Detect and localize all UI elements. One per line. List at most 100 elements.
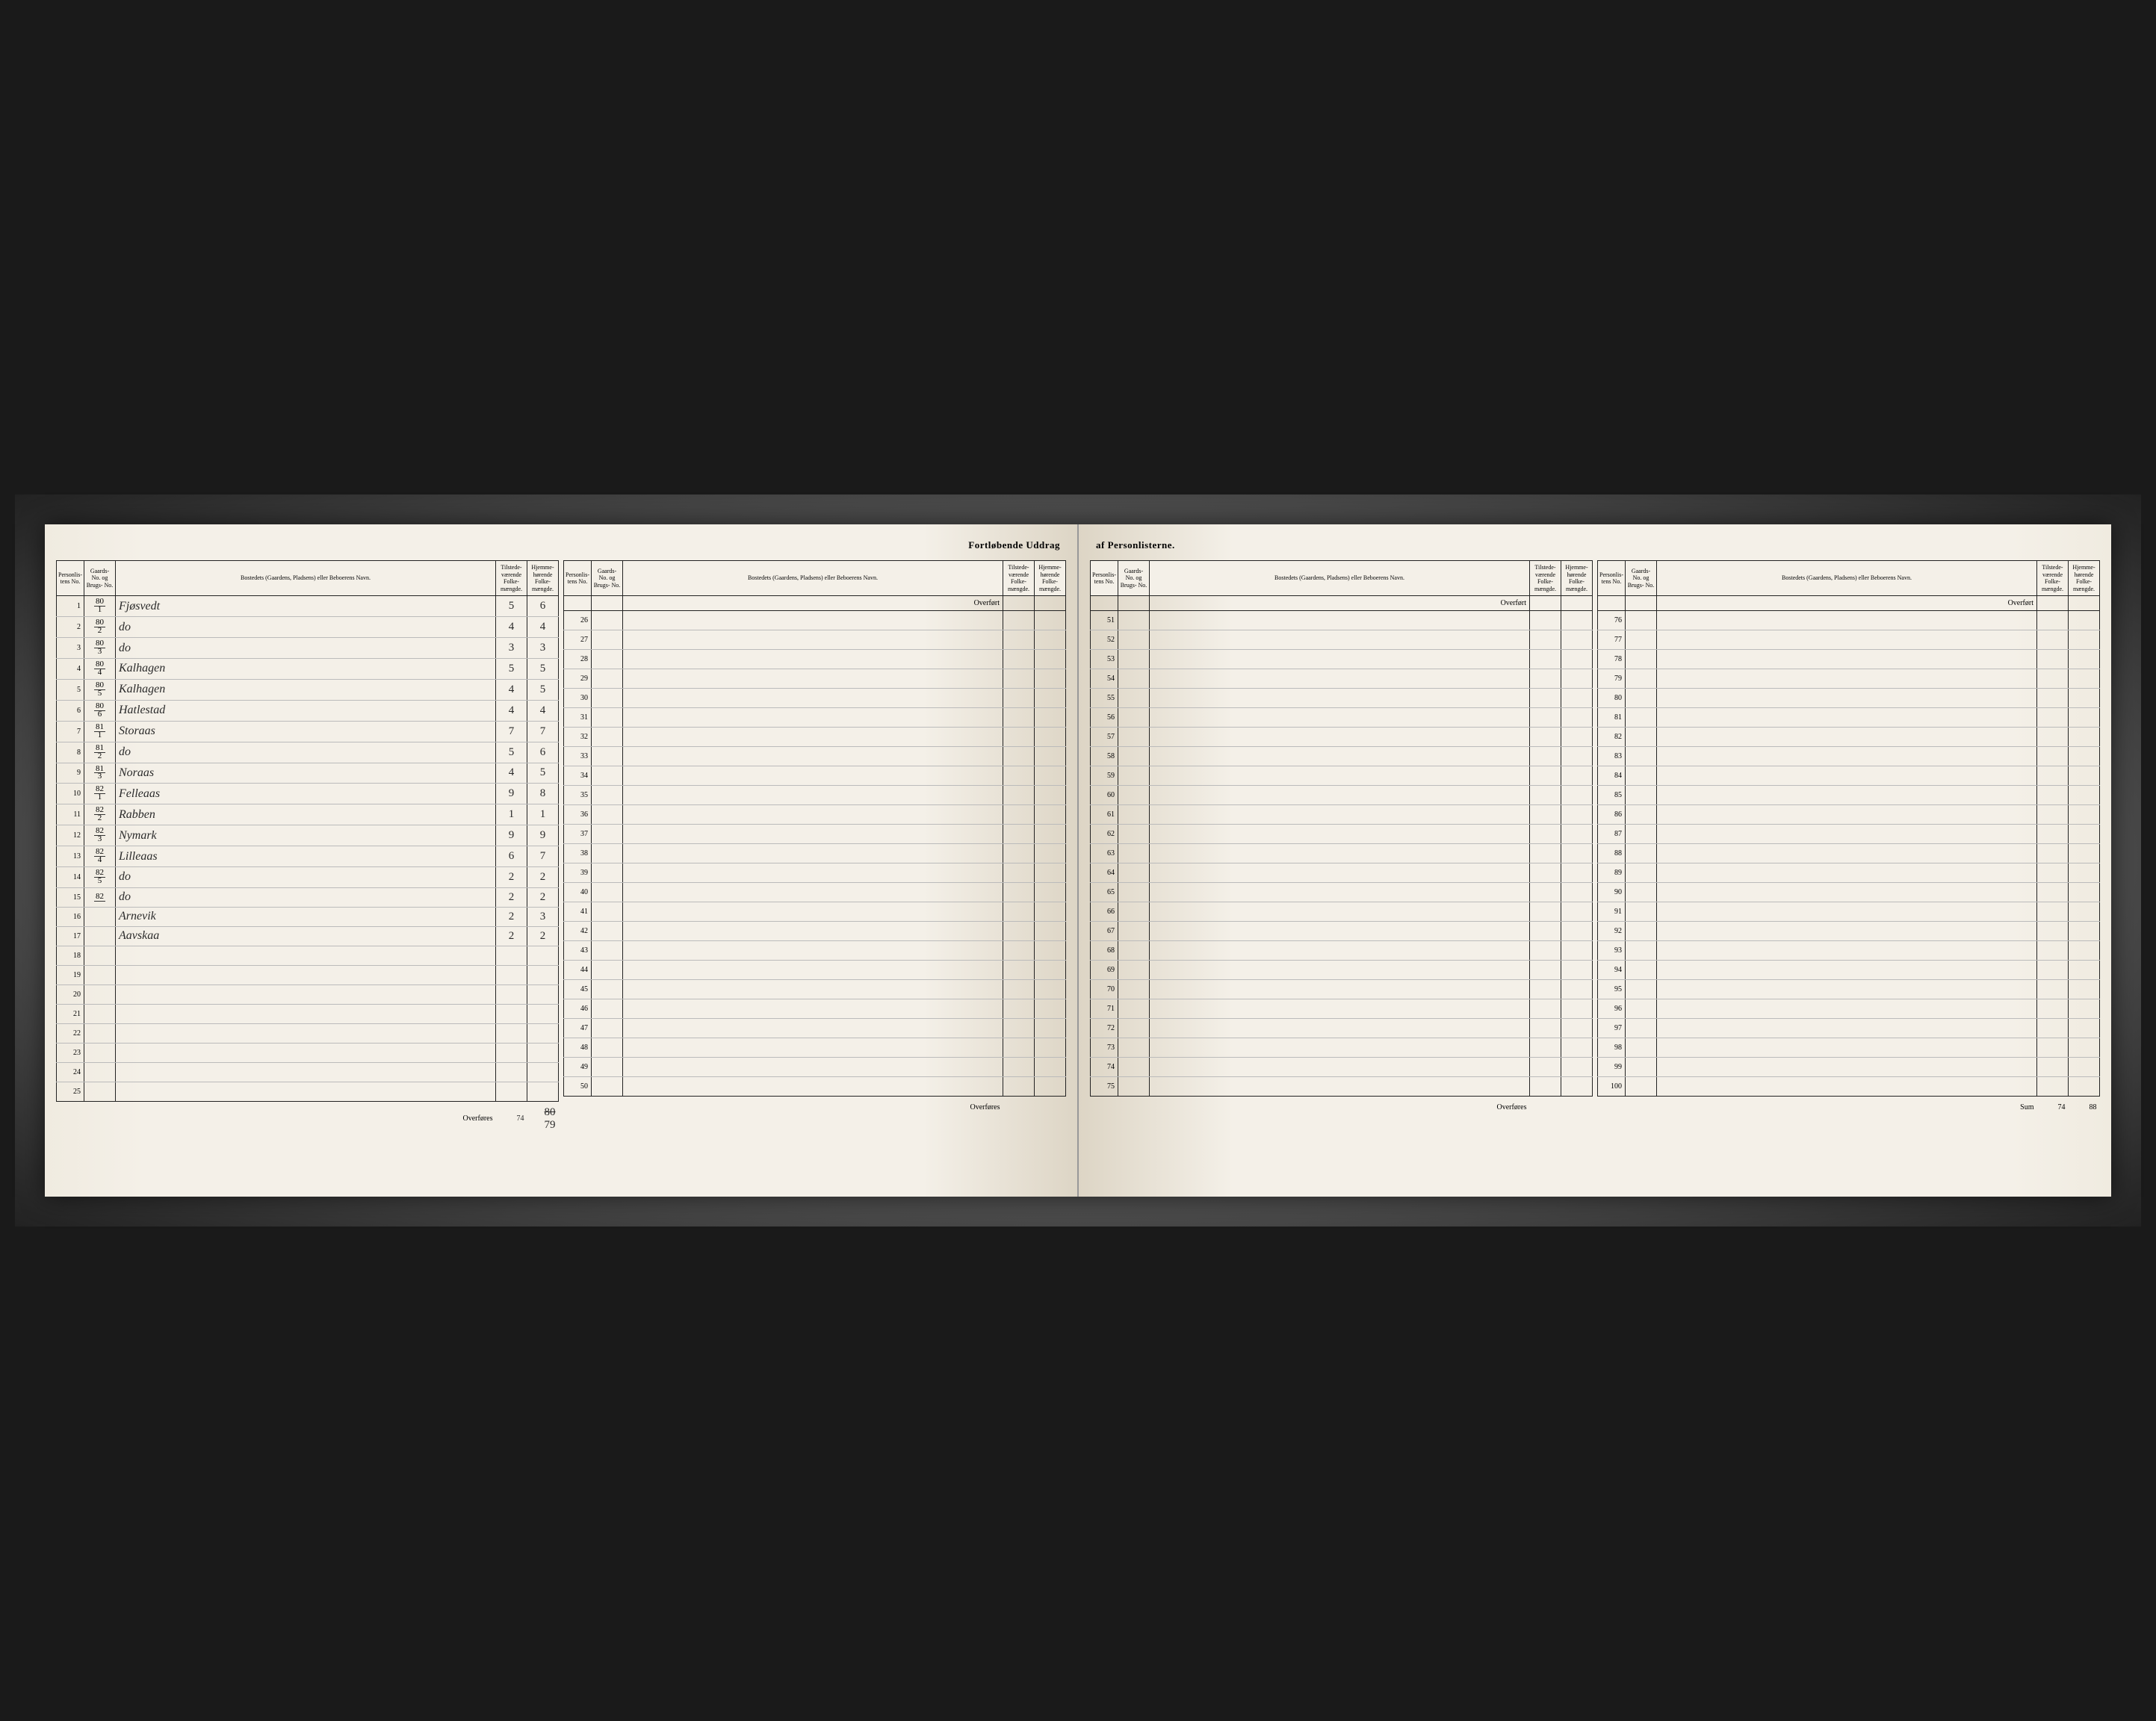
- gaards-no: [592, 1019, 623, 1038]
- ledger-table-c: Personlis- tens No. Gaards- No. og Brugs…: [1090, 560, 1593, 1116]
- tilstede: [1003, 1058, 1035, 1077]
- row-no: 15: [57, 887, 84, 907]
- row-no: 31: [564, 708, 592, 728]
- row-no: 100: [1598, 1077, 1626, 1097]
- bosted-name: [1150, 786, 1530, 805]
- gaards-no: [1626, 1077, 1657, 1097]
- tilstede: [2037, 863, 2069, 883]
- bosted-name: Aavskaa: [116, 926, 496, 946]
- tilstede: [1003, 786, 1035, 805]
- row-no: 48: [564, 1038, 592, 1058]
- page-title-left: Fortløbende Uddrag: [56, 539, 1066, 551]
- row-no: 62: [1091, 825, 1118, 844]
- row-no: 12: [57, 825, 84, 846]
- gaards-no: 823: [84, 825, 116, 846]
- overfores-label: Overføres: [564, 1097, 1003, 1116]
- table-row: 40: [564, 883, 1066, 902]
- bosted-name: [1150, 999, 1530, 1019]
- table-row: 25: [57, 1082, 559, 1101]
- hjemme: [2069, 883, 2100, 902]
- row-no: 36: [564, 805, 592, 825]
- bosted-name: [116, 946, 496, 965]
- row-no: 64: [1091, 863, 1118, 883]
- tilstede: [1003, 728, 1035, 747]
- gaards-no: [1626, 669, 1657, 689]
- gaards-no: [592, 1077, 623, 1097]
- hjemme: 2: [527, 866, 559, 887]
- table-row: 95: [1598, 980, 2100, 999]
- row-no: 65: [1091, 883, 1118, 902]
- hdr-bosted: Bostedets (Gaardens, Pladsens) eller Beb…: [116, 561, 496, 596]
- tilstede: [496, 946, 527, 965]
- table-row: 57: [1091, 728, 1593, 747]
- hjemme: 3: [527, 907, 559, 926]
- hjemme: [1035, 747, 1066, 766]
- bosted-name: [116, 1062, 496, 1082]
- gaards-no: [1118, 902, 1150, 922]
- table-row: 34: [564, 766, 1066, 786]
- hjemme: [1561, 708, 1593, 728]
- tilstede: 5: [496, 596, 527, 617]
- tilstede: [1003, 766, 1035, 786]
- tilstede: [1003, 630, 1035, 650]
- row-no: 4: [57, 659, 84, 680]
- gaards-no: 813: [84, 763, 116, 784]
- table-row: 86: [1598, 805, 2100, 825]
- hjemme: [2069, 766, 2100, 786]
- tilstede: [2037, 1058, 2069, 1077]
- table-row: 32: [564, 728, 1066, 747]
- hjemme: [527, 1023, 559, 1043]
- hjemme: 2: [527, 926, 559, 946]
- gaards-no: [1626, 883, 1657, 902]
- hjemme: [2069, 863, 2100, 883]
- gaards-no: [1118, 1058, 1150, 1077]
- row-no: 74: [1091, 1058, 1118, 1077]
- bosted-name: Nymark: [116, 825, 496, 846]
- hjemme: [1561, 999, 1593, 1019]
- table-row: 20: [57, 984, 559, 1004]
- table-row: 48: [564, 1038, 1066, 1058]
- row-no: 58: [1091, 747, 1118, 766]
- bosted-name: [623, 980, 1003, 999]
- row-no: 45: [564, 980, 592, 999]
- ledger-book: Fortløbende Uddrag Personlis- tens No. G…: [45, 524, 2111, 1197]
- bosted-name: [1657, 630, 2037, 650]
- row-no: 50: [564, 1077, 592, 1097]
- gaards-no: [1626, 786, 1657, 805]
- tilstede: 4: [496, 679, 527, 700]
- table-row: 19: [57, 965, 559, 984]
- gaards-no: [592, 1058, 623, 1077]
- bosted-name: [1150, 650, 1530, 669]
- gaards-no: [1118, 825, 1150, 844]
- row-no: 33: [564, 747, 592, 766]
- row-no: 99: [1598, 1058, 1626, 1077]
- hjemme: [1035, 728, 1066, 747]
- bosted-name: [623, 669, 1003, 689]
- gaards-no: [1626, 941, 1657, 961]
- row-no: 39: [564, 863, 592, 883]
- row-no: 44: [564, 961, 592, 980]
- bosted-name: [1657, 999, 2037, 1019]
- tilstede: [496, 1062, 527, 1082]
- table-row: 37: [564, 825, 1066, 844]
- hjemme: [1561, 1038, 1593, 1058]
- tilstede: [1003, 1077, 1035, 1097]
- hjemme: [2069, 844, 2100, 863]
- table-row: 82: [1598, 728, 2100, 747]
- row-no: 30: [564, 689, 592, 708]
- block-1-25: Personlis- tens No. Gaards- No. og Brugs…: [56, 560, 559, 1134]
- tilstede: [1530, 863, 1561, 883]
- table-row: 41: [564, 902, 1066, 922]
- gaards-no: 822: [84, 804, 116, 825]
- tilstede: [2037, 999, 2069, 1019]
- tilstede: [2037, 902, 2069, 922]
- table-row: 44: [564, 961, 1066, 980]
- tilstede: [1530, 630, 1561, 650]
- tilstede: [1530, 980, 1561, 999]
- hjemme: [2069, 825, 2100, 844]
- row-no: 7: [57, 721, 84, 742]
- table-row: 74: [1091, 1058, 1593, 1077]
- table-row: 71: [1091, 999, 1593, 1019]
- sum-label: Sum: [1598, 1097, 2037, 1116]
- right-page: af Personlisterne. Personlis- tens No. G…: [1079, 524, 2111, 1197]
